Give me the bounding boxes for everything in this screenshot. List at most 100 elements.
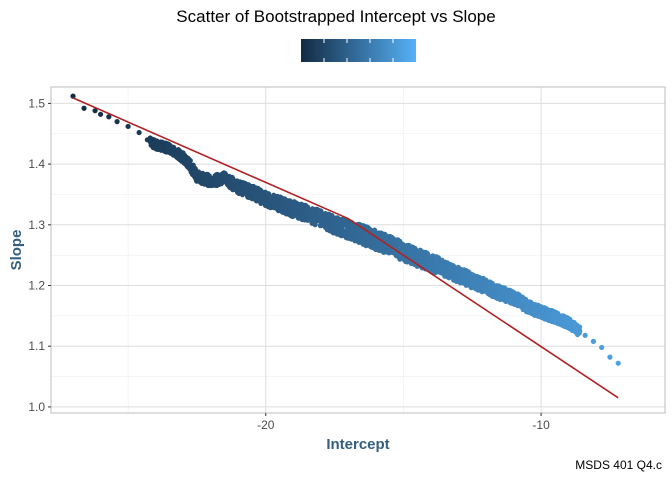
colorbar <box>301 39 416 62</box>
x-tick-label: -20 <box>257 418 275 432</box>
cloud-point <box>522 296 529 302</box>
y-tick-label: 1.3 <box>28 218 45 232</box>
cloud-point <box>471 273 477 279</box>
cloud-point <box>417 248 423 254</box>
cloud-point <box>338 232 344 238</box>
cloud-point <box>383 233 389 239</box>
data-point <box>136 129 142 136</box>
axes: 1.0 1.1 1.2 1.3 1.4 1.5 -20 -10 Intercept Slope <box>8 86 666 453</box>
data-point <box>81 105 87 111</box>
data-point <box>144 137 150 143</box>
cloud-point <box>229 184 235 190</box>
cloud-point <box>298 204 304 210</box>
panel-border <box>50 86 666 414</box>
cloud-point <box>340 221 346 227</box>
cloud-point <box>308 217 314 223</box>
cloud-point <box>518 294 525 301</box>
color-legend <box>301 39 416 62</box>
cloud-point <box>365 225 371 231</box>
cloud-point <box>499 285 505 291</box>
data-point <box>186 160 192 166</box>
cloud-point <box>531 305 537 311</box>
cloud-point <box>328 227 335 233</box>
data-point <box>428 259 434 266</box>
data-points <box>70 93 621 366</box>
cloud-point <box>322 214 328 220</box>
data-point <box>524 303 530 309</box>
cloud-point <box>240 180 246 186</box>
cloud-point <box>355 236 361 242</box>
data-point <box>125 123 131 130</box>
cloud-point <box>213 172 219 178</box>
cloud-point <box>456 278 462 284</box>
cloud-point <box>241 185 247 191</box>
cloud-point <box>514 301 520 307</box>
data-point <box>510 295 517 301</box>
data-point <box>497 290 503 296</box>
data-point <box>175 150 181 156</box>
data-point <box>469 278 475 284</box>
cloud-point <box>405 246 411 252</box>
cloud-point <box>165 141 171 147</box>
cloud-point <box>368 235 374 241</box>
cloud-point <box>508 300 514 306</box>
data-point <box>483 284 489 290</box>
y-tick-label: 1.4 <box>28 157 45 171</box>
data-point <box>552 314 558 320</box>
chart-title: Scatter of Bootstrapped Intercept vs Slo… <box>176 7 496 26</box>
cloud-point <box>527 308 533 314</box>
cloud-point <box>369 240 375 246</box>
cloud-point <box>465 274 471 280</box>
cloud-point <box>230 176 236 182</box>
cloud-point <box>168 150 174 156</box>
data-point <box>414 254 420 261</box>
cloud-point <box>433 254 439 260</box>
cloud-point <box>296 214 302 220</box>
cloud-point <box>255 185 261 191</box>
cloud-point <box>364 235 370 241</box>
cloud-point <box>546 316 552 322</box>
data-point <box>249 189 255 195</box>
x-axis-title: Intercept <box>326 436 389 453</box>
cloud-point <box>274 193 280 199</box>
cloud-point <box>279 206 285 212</box>
cloud-point <box>463 268 469 274</box>
data-point <box>345 227 351 233</box>
chart-caption: MSDS 401 Q4.c <box>575 458 662 472</box>
cloud-point <box>460 276 466 282</box>
cloud-point <box>265 200 271 206</box>
cloud-point <box>189 165 195 171</box>
data-point <box>455 271 462 278</box>
cloud-point <box>283 210 289 216</box>
data-point <box>221 176 228 182</box>
data-point <box>590 338 597 344</box>
cloud-point <box>312 220 318 226</box>
data-point <box>599 344 605 351</box>
cloud-point <box>298 209 304 215</box>
data-point <box>359 231 365 238</box>
cloud-point <box>500 295 506 301</box>
cloud-point <box>435 259 442 265</box>
cloud-point <box>310 211 316 217</box>
data-point <box>400 248 407 255</box>
y-tick-label: 1.1 <box>28 339 45 353</box>
cloud-point <box>475 286 481 292</box>
cloud-point <box>469 282 475 288</box>
data-point <box>276 201 283 207</box>
data-point <box>577 329 583 335</box>
cloud-point <box>259 189 265 195</box>
cloud-point <box>246 183 252 189</box>
data-point <box>158 143 164 149</box>
cloud-point <box>284 198 291 204</box>
data-point <box>582 332 588 338</box>
cloud-point <box>389 235 395 241</box>
cloud-point <box>505 287 511 293</box>
data-point <box>153 142 159 148</box>
cloud-point <box>237 189 244 196</box>
y-tick-label: 1.2 <box>28 279 45 293</box>
cloud-point <box>315 207 321 213</box>
cloud-point <box>378 243 384 249</box>
y-tick-label: 1.0 <box>28 400 45 414</box>
cloud-point <box>293 200 299 206</box>
data-point <box>114 119 120 125</box>
